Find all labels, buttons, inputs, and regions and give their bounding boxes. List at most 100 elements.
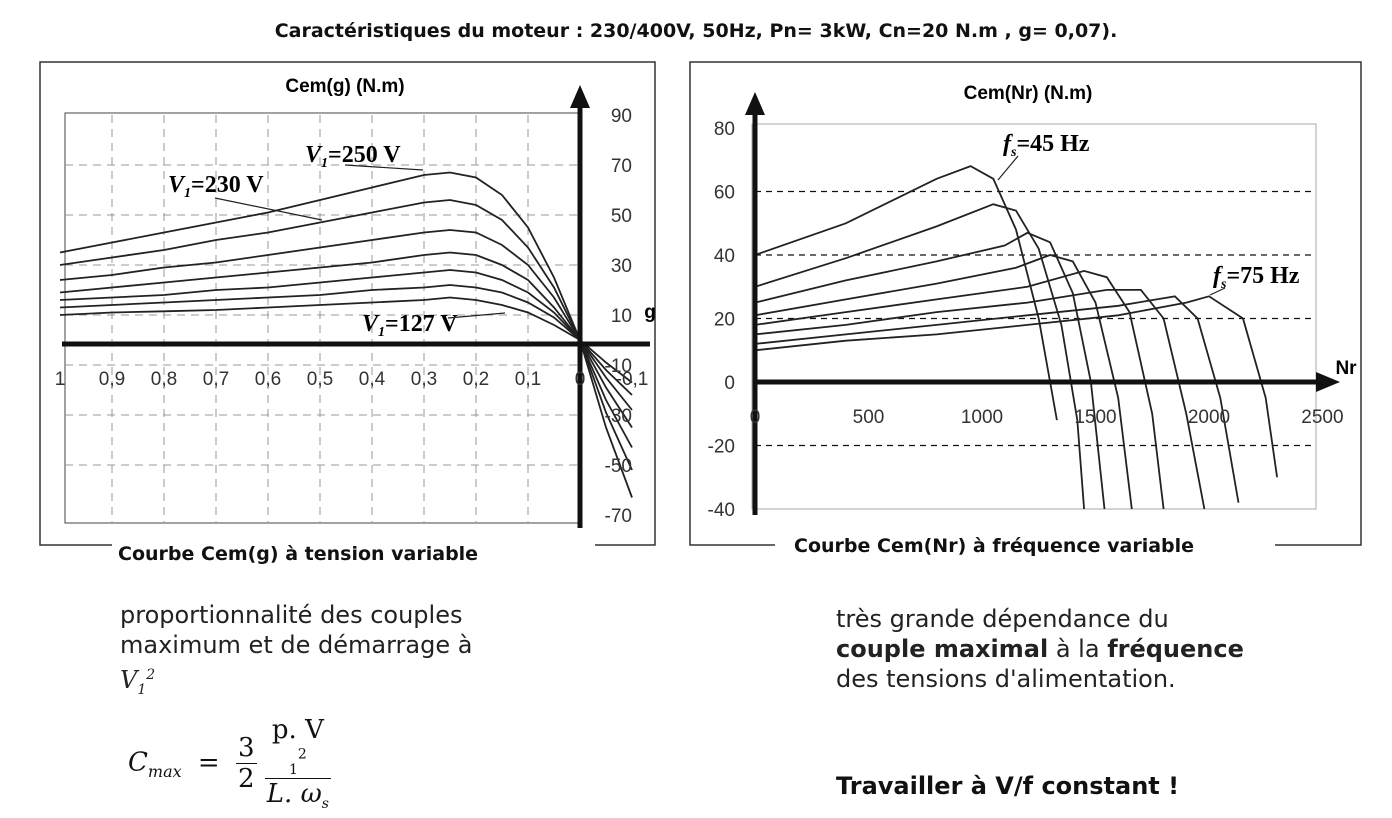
left-x-tick-label: 0,7 xyxy=(203,369,229,390)
left-note: proportionnalité des couples maximum et … xyxy=(120,600,500,705)
left-x-tick-label: 0,3 xyxy=(411,369,437,390)
left-x-axis-label: g xyxy=(644,302,656,323)
right-series-1 xyxy=(754,165,1058,421)
annotation-v1-127: V1=127 V xyxy=(362,311,458,340)
right-y-axis-arrow xyxy=(745,92,765,115)
left-x-tick-label: 0 xyxy=(575,369,586,390)
left-grid xyxy=(65,115,580,523)
left-y-tick-label: -70 xyxy=(605,506,632,527)
left-series-2 xyxy=(59,199,633,471)
leader-230 xyxy=(214,197,323,221)
symbol-sub: 1 xyxy=(137,681,147,698)
formula-num1: 3 xyxy=(235,733,257,765)
right-note-part3: des tensions d'alimentation. xyxy=(836,665,1176,693)
left-note-text: proportionnalité des couples maximum et … xyxy=(120,601,473,659)
leader-127 xyxy=(447,312,506,319)
right-series-4 xyxy=(754,254,1133,510)
left-x-tick-label: -0,1 xyxy=(616,369,649,390)
left-series-1 xyxy=(59,171,633,498)
right-axes xyxy=(745,92,1340,515)
annotation-fs-75: fs=75 Hz xyxy=(1213,263,1300,292)
right-tick-labels: 0 500 1000 1500 2000 2500 80 60 40 20 0 -20 -40 xyxy=(708,119,1344,521)
left-curves xyxy=(59,171,633,498)
right-x-tick-label: 0 xyxy=(750,407,761,428)
left-y-tick-label: -30 xyxy=(605,406,632,427)
right-series-3 xyxy=(754,231,1106,510)
right-curves xyxy=(754,165,1278,510)
left-y-axis-arrow xyxy=(570,85,590,108)
annotation-fs-45: fs=45 Hz xyxy=(1003,131,1090,160)
formula-den1: 2 xyxy=(237,764,255,795)
page-title: Caractéristiques du moteur : 230/400V, 5… xyxy=(274,20,1118,42)
left-y-tick-label: 90 xyxy=(611,106,632,127)
right-x-tick-label: 2000 xyxy=(1188,407,1230,428)
right-note-part2: à la xyxy=(1055,635,1100,663)
left-series-6 xyxy=(59,284,633,396)
left-x-tick-label: 0,2 xyxy=(463,369,489,390)
left-y-tick-label: -50 xyxy=(605,456,632,477)
annotation-v1-250: V1=250 V xyxy=(305,142,401,171)
right-leader-lines xyxy=(997,155,1226,296)
left-chart-caption: Courbe Cem(g) à tension variable xyxy=(112,543,485,565)
left-leader-lines xyxy=(214,164,506,319)
right-y-tick-label: 80 xyxy=(714,119,735,140)
left-series-4 xyxy=(59,251,633,428)
right-x-tick-label: 2500 xyxy=(1301,407,1343,428)
left-x-tick-label: 1 xyxy=(55,369,66,390)
right-y-tick-label: 20 xyxy=(714,310,735,331)
right-x-axis-label: Nr xyxy=(1335,358,1357,379)
formula-num2: p. V 12 xyxy=(264,715,331,780)
left-note-symbol: V12 xyxy=(120,666,156,698)
right-chart-title: Cem(Nr) (N.m) xyxy=(964,83,1093,104)
right-note-bold2: fréquence xyxy=(1107,635,1244,663)
right-series-2 xyxy=(754,203,1085,510)
left-axes xyxy=(62,85,650,528)
right-grid xyxy=(755,190,1316,447)
left-x-tick-label: 0,9 xyxy=(99,369,125,390)
left-y-tick-label: 10 xyxy=(611,306,632,327)
left-x-tick-label: 0,5 xyxy=(307,369,333,390)
right-x-tick-label: 500 xyxy=(853,407,885,428)
annotation-v1-230: V1=230 V xyxy=(168,172,264,201)
left-chart-title: Cem(g) (N.m) xyxy=(285,76,404,97)
right-x-axis-arrow xyxy=(1316,372,1340,392)
leader-250 xyxy=(344,164,424,171)
left-plot-area xyxy=(64,112,581,524)
left-series-7 xyxy=(59,296,633,384)
formula-den2: L. ωs xyxy=(265,779,331,812)
right-x-tick-label: 1500 xyxy=(1074,407,1116,428)
right-y-tick-label: -20 xyxy=(708,437,735,458)
formula-eq: = xyxy=(197,747,220,778)
left-y-tick-label: 70 xyxy=(611,156,632,177)
left-series-3 xyxy=(59,229,633,448)
formula-num2-text: p. V xyxy=(271,715,324,745)
symbol-sup: 2 xyxy=(146,667,156,683)
left-y-tick-label: -10 xyxy=(605,356,632,377)
right-series-8 xyxy=(754,295,1278,478)
left-x-tick-label: 0,6 xyxy=(255,369,281,390)
left-x-tick-label: 0,8 xyxy=(151,369,177,390)
right-note: très grande dépendance du couple maximal… xyxy=(836,604,1256,694)
leader-75 xyxy=(1209,287,1226,296)
formula-den2-text: L. ω xyxy=(266,779,322,810)
right-x-tick-label: 1000 xyxy=(961,407,1003,428)
right-note-bold1: couple maximal xyxy=(836,635,1049,663)
formula-den2-sub: s xyxy=(321,796,329,813)
left-y-tick-label: 30 xyxy=(611,256,632,277)
formula-fraction-2: p. V 12 L. ωs xyxy=(264,715,331,812)
right-series-7 xyxy=(754,295,1240,503)
left-x-tick-label: 0,4 xyxy=(359,369,386,390)
formula-lhs: C xyxy=(128,747,148,778)
symbol-v: V xyxy=(120,666,138,694)
leader-45 xyxy=(997,155,1019,181)
right-plot-area xyxy=(751,123,1317,510)
right-y-tick-label: 0 xyxy=(724,373,735,394)
left-annotations: V1=250 V V1=230 V V1=127 V xyxy=(168,142,458,340)
right-y-tick-label: -40 xyxy=(708,500,735,521)
right-chart-frame xyxy=(689,61,1362,546)
right-y-tick-label: 60 xyxy=(714,183,735,204)
conclusion: Travailler à V/f constant ! xyxy=(836,772,1180,800)
